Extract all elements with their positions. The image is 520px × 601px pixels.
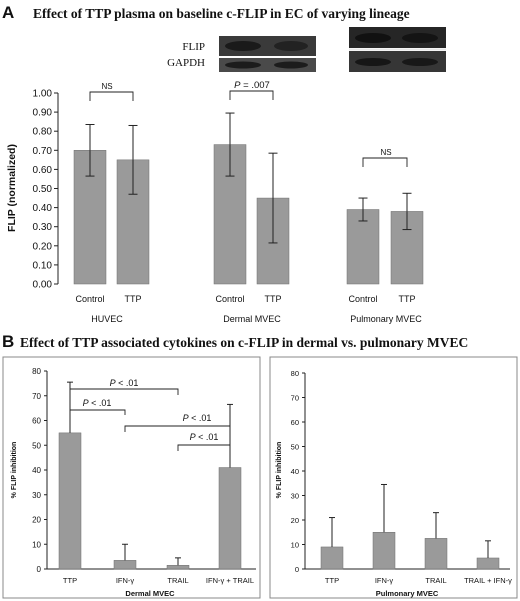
- chart-a-category-label: TTP: [265, 294, 282, 304]
- chart-a-significance-label: P = .007: [234, 80, 270, 91]
- chart-b-pulmonary-ytick-label: 50: [291, 443, 299, 452]
- chart-a-ylabel: FLIP (normalized): [6, 144, 18, 232]
- chart-b-dermal-bracket: [69, 388, 179, 395]
- panel-b-letter: B: [2, 332, 14, 351]
- chart-b-pulmonary-ytick-label: 10: [291, 541, 299, 550]
- chart-a-bar: [346, 209, 380, 285]
- panel-b-title: Effect of TTP associated cytokines on c-…: [20, 335, 468, 350]
- chart-b-dermal-category-label: IFN-γ: [116, 576, 135, 585]
- chart-b-pulmonary-bar: [320, 546, 344, 570]
- chart-b-dermal-ytick-label: 70: [32, 392, 41, 401]
- chart-b-pulmonary-ytick-label: 20: [291, 516, 299, 525]
- chart-b-dermal-bracket: [177, 444, 231, 451]
- chart-b-dermal-xlabel: Dermal MVEC: [125, 589, 175, 598]
- chart-a-ytick-label: 0.30: [33, 222, 53, 233]
- chart-a-category-label: Control: [75, 294, 104, 304]
- chart-b-dermal-bar: [218, 467, 242, 570]
- chart-b-pulmonary-bar: [372, 532, 396, 570]
- chart-a-group-label: HUVEC: [91, 314, 123, 324]
- chart-b-pulmonary-category-label: TTP: [325, 576, 339, 585]
- chart-b-pulmonary-ytick-label: 40: [291, 467, 299, 476]
- chart-b-dermal-bracket: [69, 409, 126, 415]
- chart-a-significance-label: NS: [101, 82, 112, 91]
- chart-b-dermal-category-label: TTP: [63, 576, 77, 585]
- chart-b-dermal-ytick-label: 30: [32, 491, 41, 500]
- blot-label-flip: FLIP: [182, 41, 205, 53]
- chart-a-ytick-label: 1.00: [33, 89, 53, 100]
- chart-b-pulmonary-category-label: TRAIL + IFN-γ: [464, 576, 512, 585]
- chart-b-dermal-ytick-label: 50: [32, 441, 41, 450]
- chart-a-ytick-label: 0.50: [33, 184, 53, 195]
- chart-b-dermal-ytick-label: 40: [32, 466, 41, 475]
- chart-b-pulmonary-frame: [269, 356, 518, 599]
- chart-b-dermal-ylabel: % FLIP inhibition: [11, 442, 18, 499]
- chart-a-ytick-label: 0.00: [33, 280, 53, 291]
- chart-a-category-label: Control: [348, 294, 377, 304]
- chart-a-group-label: Pulmonary MVEC: [350, 314, 422, 324]
- chart-b-pulmonary-ytick-label: 60: [291, 418, 299, 427]
- chart-b-pulmonary-bar: [476, 557, 500, 570]
- chart-a-ytick-label: 0.80: [33, 127, 53, 138]
- chart-a-significance-bracket: [229, 90, 274, 100]
- chart-b-pulmonary-ytick-label: 0: [295, 565, 299, 574]
- chart-a-ytick-label: 0.90: [33, 108, 53, 119]
- chart-b-pulmonary-category-label: IFN-γ: [375, 576, 394, 585]
- chart-b-pulmonary-xlabel: Pulmonary MVEC: [376, 589, 439, 598]
- chart-b-dermal-ytick-label: 0: [37, 565, 42, 574]
- chart-b-dermal-significance-label: P < .01: [183, 413, 212, 423]
- panel-a-letter: A: [2, 3, 14, 22]
- chart-a-significance-label: NS: [380, 148, 391, 157]
- blot-image-left: [219, 36, 316, 72]
- chart-b-dermal-bar: [58, 432, 82, 570]
- chart-a-ytick-label: 0.20: [33, 241, 53, 252]
- chart-b-dermal-frame: [2, 356, 261, 599]
- chart-b-pulmonary-ylabel: % FLIP inhibition: [276, 442, 283, 499]
- chart-a-ytick-label: 0.60: [33, 165, 53, 176]
- chart-a-significance-bracket: [362, 157, 408, 167]
- chart-b-pulmonary-bar: [424, 538, 448, 570]
- chart-b-dermal-category-label: TRAIL: [167, 576, 188, 585]
- chart-b-pulmonary-category-label: TRAIL: [425, 576, 446, 585]
- chart-a-category-label: TTP: [125, 294, 142, 304]
- chart-b-pulmonary-ytick-label: 30: [291, 492, 299, 501]
- panel-a-title: Effect of TTP plasma on baseline c-FLIP …: [33, 6, 410, 21]
- chart-a: FLIP (normalized) 0.00 0.10 0.20 0.30 0.40 0.…: [6, 80, 424, 324]
- chart-b-dermal-significance-label: P < .01: [110, 378, 139, 388]
- chart-b-dermal-category-label: IFN-γ + TRAIL: [206, 576, 254, 585]
- chart-b-pulmonary-ytick-label: 70: [291, 394, 299, 403]
- chart-b-dermal-bar: [166, 565, 190, 570]
- blot-label-gapdh: GAPDH: [167, 57, 205, 69]
- chart-a-ytick-label: 0.40: [33, 203, 53, 214]
- chart-b-dermal-ytick-label: 60: [32, 417, 41, 426]
- chart-b-dermal-significance-label: P < .01: [190, 432, 219, 442]
- chart-b-dermal: % FLIP inhibition Dermal MVEC 0 10 20 30 40 5…: [2, 356, 261, 599]
- chart-b-dermal-bracket: [124, 425, 231, 432]
- chart-b-dermal-ytick-label: 20: [32, 516, 41, 525]
- chart-b-dermal-ytick-label: 10: [32, 540, 41, 549]
- blot-image-right: [349, 27, 446, 72]
- chart-b-pulmonary: % FLIP inhibition Pulmonary MVEC 0 10 20 30…: [269, 356, 518, 599]
- chart-a-bar: [73, 150, 107, 285]
- chart-a-ytick-label: 0.70: [33, 146, 53, 157]
- chart-b-dermal-significance-label: P < .01: [83, 398, 112, 408]
- chart-b-dermal-ytick-label: 80: [32, 367, 41, 376]
- chart-a-ytick-label: 0.10: [33, 260, 53, 271]
- chart-a-category-label: TTP: [399, 294, 416, 304]
- chart-b-pulmonary-ytick-label: 80: [291, 369, 299, 378]
- chart-a-group-label: Dermal MVEC: [223, 314, 281, 324]
- chart-b-dermal-bar: [113, 560, 137, 570]
- chart-a-significance-bracket: [89, 91, 134, 101]
- chart-a-category-label: Control: [215, 294, 244, 304]
